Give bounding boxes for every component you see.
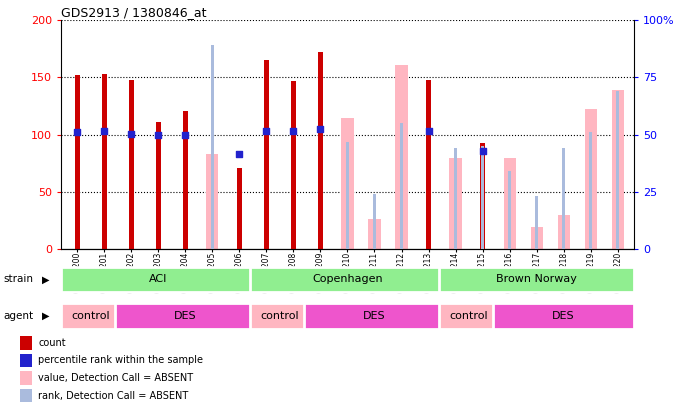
Bar [20,371,32,385]
Text: Copenhagen: Copenhagen [312,275,383,284]
Text: rank, Detection Call = ABSENT: rank, Detection Call = ABSENT [38,390,188,401]
Text: percentile rank within the sample: percentile rank within the sample [38,356,203,365]
Bar [61,249,634,284]
Bar [494,303,634,329]
Text: strain: strain [3,275,33,284]
Bar [211,45,214,249]
Point [288,128,299,134]
Bar [557,215,570,249]
Bar [250,266,445,292]
Bar [584,109,597,249]
Bar [504,158,516,249]
Point [99,128,110,134]
Bar [206,154,218,249]
Text: control: control [71,311,110,321]
Point [234,151,245,158]
Text: agent: agent [3,311,33,321]
Bar [400,123,403,249]
Bar [480,143,485,249]
Bar [291,81,296,249]
Bar [531,227,542,249]
Text: DES: DES [363,311,386,321]
Bar [20,389,32,403]
Text: value, Detection Call = ABSENT: value, Detection Call = ABSENT [38,373,193,383]
Bar [304,303,445,329]
Bar [612,90,624,249]
Bar [20,354,32,367]
Bar [75,75,80,249]
Bar [318,52,323,249]
Bar [454,148,457,249]
Point [72,129,83,136]
Bar [589,132,593,249]
Bar [264,60,269,249]
Bar [616,91,619,249]
Bar [115,303,256,329]
Bar [562,148,565,249]
Text: control: control [260,311,299,321]
Text: Brown Norway: Brown Norway [496,275,577,284]
Bar [481,146,484,249]
Bar [450,158,462,249]
Bar [102,74,106,249]
Point [180,131,191,138]
Point [261,128,272,134]
Text: DES: DES [174,311,197,321]
Point [153,131,163,138]
Bar [346,141,349,249]
Bar [156,122,161,249]
Text: ACI: ACI [149,275,167,284]
Bar [342,117,353,249]
Text: ▶: ▶ [42,311,49,321]
Bar [426,80,431,249]
Text: ▶: ▶ [42,275,49,284]
Bar [129,80,134,249]
Text: count: count [38,338,66,348]
Point [477,147,488,154]
Text: GDS2913 / 1380846_at: GDS2913 / 1380846_at [61,6,207,19]
Bar [237,168,242,249]
Bar [183,111,188,249]
Bar [508,171,511,249]
Bar [368,220,380,249]
Bar [20,336,32,350]
Bar [535,196,538,249]
Bar [250,303,310,329]
Bar [61,303,121,329]
Bar [61,266,256,292]
Bar [439,266,634,292]
Text: DES: DES [553,311,575,321]
Point [315,126,326,132]
Text: control: control [450,311,488,321]
Point [423,128,434,134]
Bar [439,303,499,329]
Point [126,130,137,137]
Bar [373,194,376,249]
Bar [395,65,407,249]
